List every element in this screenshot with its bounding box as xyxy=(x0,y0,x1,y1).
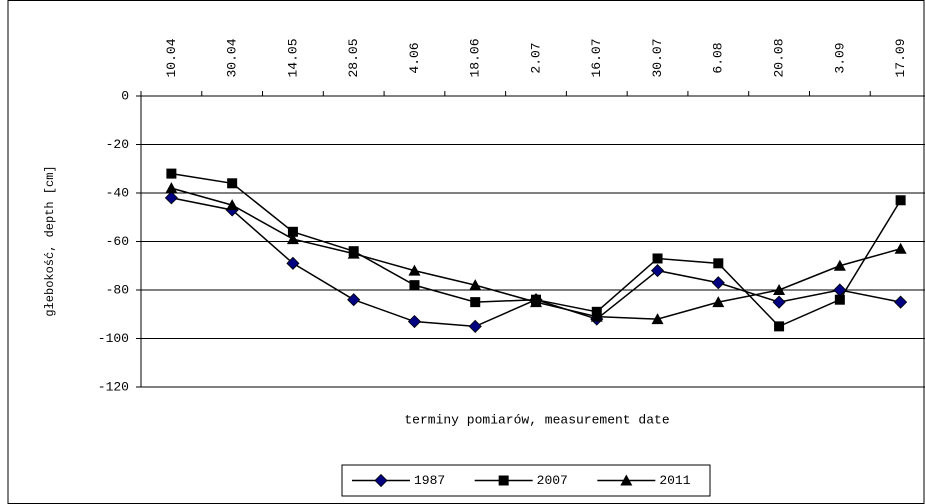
y-tick-label: -100 xyxy=(98,331,129,346)
point xyxy=(651,313,664,325)
y-tick-label: -120 xyxy=(98,379,129,394)
point xyxy=(226,199,239,211)
legend-marker xyxy=(374,473,388,488)
point xyxy=(652,253,663,264)
point xyxy=(712,296,725,308)
x-tick-label: 2.07 xyxy=(528,42,543,73)
point xyxy=(713,258,724,269)
point xyxy=(227,178,238,189)
x-tick-label: 14.05 xyxy=(285,38,300,77)
x-tick-label: 4.06 xyxy=(407,42,422,73)
point xyxy=(407,314,422,329)
point xyxy=(347,247,360,259)
x-tick-label: 28.05 xyxy=(346,38,361,77)
x-tick-label: 3.09 xyxy=(832,42,847,73)
y-tick-label: -20 xyxy=(106,137,129,152)
x-tick-label: 17.09 xyxy=(893,38,908,77)
point xyxy=(469,279,482,291)
point xyxy=(286,256,300,270)
legend-label: 2011 xyxy=(659,473,690,488)
point xyxy=(773,284,786,295)
point xyxy=(530,296,542,308)
point xyxy=(650,264,665,278)
y-tick-label: 0 xyxy=(121,88,129,103)
point xyxy=(894,242,907,254)
x-tick-label: 16.07 xyxy=(589,38,604,77)
point xyxy=(711,276,725,290)
x-axis-title: terminy pomiarów, measurement date xyxy=(404,412,669,427)
point xyxy=(772,295,786,309)
point xyxy=(468,319,482,333)
point xyxy=(895,195,906,206)
point xyxy=(287,226,298,237)
x-tick-label: 30.04 xyxy=(225,38,240,77)
point xyxy=(347,293,361,307)
point xyxy=(164,191,178,205)
x-tick-label: 10.04 xyxy=(164,38,179,77)
y-axis-title: głebokość, depth [cm] xyxy=(43,165,57,316)
point xyxy=(409,280,420,291)
point xyxy=(894,295,908,309)
y-tick-label: -40 xyxy=(106,185,129,200)
point xyxy=(833,259,846,271)
point xyxy=(286,233,299,245)
legend-label: 2007 xyxy=(537,473,568,488)
y-tick-label: -80 xyxy=(106,282,129,297)
point xyxy=(590,310,603,322)
x-tick-label: 6.08 xyxy=(711,42,726,73)
point xyxy=(774,321,785,332)
point xyxy=(470,297,481,308)
legend-marker xyxy=(498,475,509,486)
x-tick-label: 20.08 xyxy=(772,38,787,77)
legend-label: 1987 xyxy=(414,473,445,488)
point xyxy=(834,294,845,305)
x-tick-label: 18.06 xyxy=(468,38,483,77)
chart-frame xyxy=(7,0,925,504)
x-tick-label: 30.07 xyxy=(650,38,665,77)
legend-marker xyxy=(620,474,633,486)
point xyxy=(408,264,421,276)
y-tick-label: -60 xyxy=(106,234,129,249)
point xyxy=(165,182,178,194)
point xyxy=(166,168,177,179)
